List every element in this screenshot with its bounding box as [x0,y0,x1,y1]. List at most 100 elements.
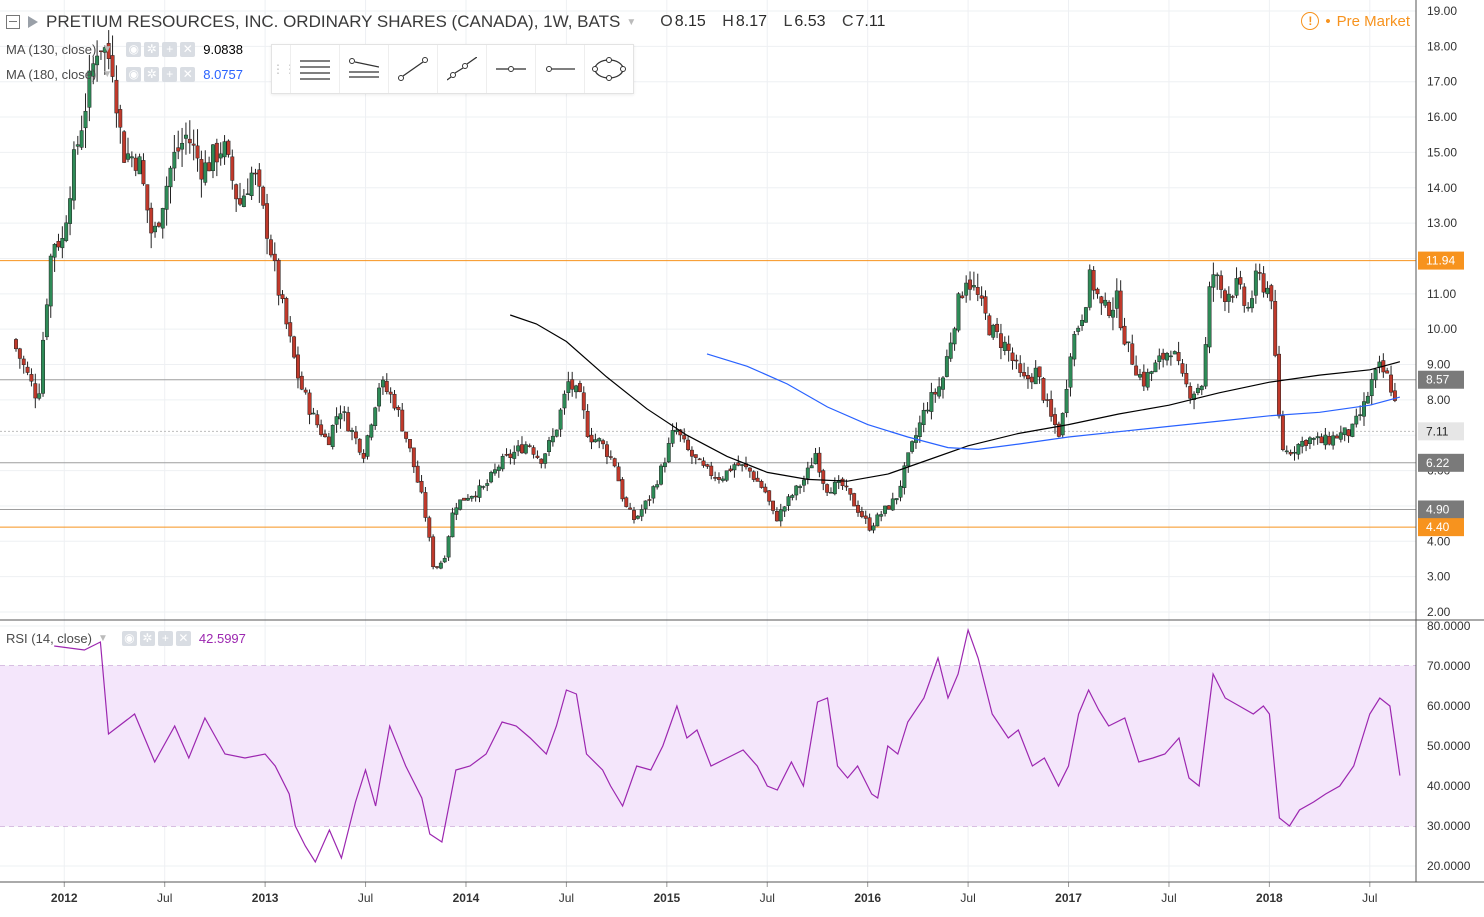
tool-parallel-channel[interactable] [339,45,388,93]
collapse-icon[interactable] [6,15,20,29]
y-tick-label: 4.00 [1427,534,1451,548]
candle-body [438,562,443,569]
parallel-lines-icon [349,58,379,78]
candle-body [1087,269,1092,308]
candle-body [168,167,173,188]
rsi-tick-label: 80.0000 [1427,619,1471,633]
candle-body [14,339,18,350]
candle-body [933,391,938,395]
candle-body [1091,270,1096,291]
candle-body [1130,343,1135,365]
candle-body [562,393,567,409]
plus-icon[interactable]: + [162,42,178,57]
gear-icon[interactable]: ✲ [144,67,160,82]
candle-body [701,460,706,466]
ma180-legend[interactable]: MA (180, close) ▼ ◉ ✲ + ✕ 8.0757 [6,67,243,82]
candle-body [848,488,853,495]
level-label: 6.22 [1426,456,1450,470]
candle-body [1010,352,1015,361]
chevron-down-icon[interactable]: ▼ [97,633,108,644]
tool-ray[interactable] [437,45,486,93]
candle-body [1296,444,1301,455]
candle-body [531,447,536,455]
close-icon[interactable]: ✕ [175,631,191,646]
candle-body [817,452,822,473]
candle-body [126,153,130,160]
gear-icon[interactable]: ✲ [144,42,160,57]
candle-body [921,409,926,425]
candle-body [1138,374,1142,378]
rsi-line [54,627,1401,864]
symbol-title[interactable]: PRETIUM RESOURCES, INC. ORDINARY SHARES … [46,12,621,31]
candle-body [516,445,521,452]
chevron-down-icon[interactable]: ▼ [102,69,113,80]
candle-body [1041,378,1046,401]
candle-body [218,153,223,159]
candle-body [122,131,127,163]
candle-body [964,282,969,296]
level-label: 8.57 [1426,373,1450,387]
candle-body [554,429,559,437]
candle-body [1172,351,1177,355]
plus-icon[interactable]: + [157,631,173,646]
close-icon[interactable]: ✕ [180,42,196,57]
candle-body [1253,270,1258,296]
tool-trend-line[interactable] [388,45,437,93]
candle-body [616,466,621,482]
candle-body [871,525,876,531]
candle-body [133,157,138,171]
eye-icon[interactable]: ◉ [121,631,137,646]
candle-body [589,434,594,443]
candle-body [1145,372,1150,388]
eye-icon[interactable]: ◉ [126,67,142,82]
candle-body [353,431,358,439]
candle-body [1037,366,1042,378]
tool-horizontal-line[interactable] [486,45,535,93]
candle-body [717,477,721,480]
candle-body [794,485,799,496]
tool-horizontal-lines[interactable] [290,45,339,93]
candle-body [1373,369,1378,381]
candle-body [1002,341,1007,351]
high-value: 8.17 [735,13,767,30]
candle-body [500,456,505,470]
candle-body [1362,401,1366,417]
tool-horizontal-ray[interactable] [535,45,584,93]
chevron-down-icon[interactable]: ▼ [102,44,113,55]
candle-body [203,162,208,183]
level-label: 7.11 [1426,424,1449,438]
candle-body [1064,388,1069,414]
candle-body [1280,415,1285,450]
chevron-down-icon[interactable]: ▼ [626,16,637,28]
close-icon[interactable]: ✕ [180,67,196,82]
rsi-legend[interactable]: RSI (14, close) ▼ ◉ ✲ + ✕ 42.5997 [6,631,246,646]
candle-body [207,162,212,172]
eye-icon[interactable]: ◉ [126,42,142,57]
candle-body [929,392,934,412]
tool-ellipse[interactable] [584,45,633,93]
candle-body [543,453,548,464]
candle-body [307,392,312,415]
candle-body [238,198,242,205]
ma130-legend[interactable]: MA (130, close) ▼ ◉ ✲ + ✕ 9.0838 [6,42,243,57]
candle-body [33,383,38,399]
candle-body [998,333,1003,348]
candle-body [1261,273,1266,293]
candle-body [380,379,385,388]
candle-body [655,484,660,488]
candle-body [110,55,115,77]
candle-body [1327,436,1332,445]
candle-body [1199,385,1204,391]
candle-body [180,142,185,150]
gear-icon[interactable]: ✲ [139,631,155,646]
plus-icon[interactable]: + [162,67,178,82]
candle-body [377,387,382,407]
pre-market-status[interactable]: ! • Pre Market [1301,12,1410,30]
candle-body [71,149,76,201]
y-tick-label: 10.00 [1427,322,1457,336]
candle-body [129,156,134,159]
candle-body [1331,435,1336,446]
trend-line-icon [398,57,428,81]
drag-handle[interactable]: ⋮⋮ [272,62,296,76]
